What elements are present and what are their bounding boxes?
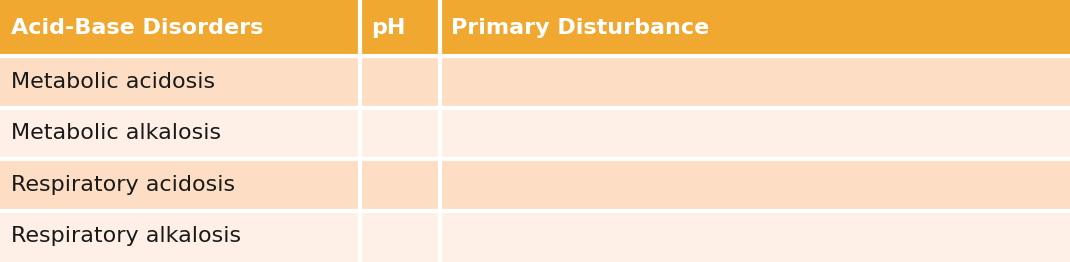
Text: Metabolic alkalosis: Metabolic alkalosis [11, 123, 220, 144]
Bar [360, 211, 440, 262]
Bar [440, 56, 1070, 108]
Bar [440, 159, 1070, 211]
Bar [0, 211, 360, 262]
Bar [360, 56, 440, 108]
Text: Respiratory acidosis: Respiratory acidosis [11, 175, 234, 195]
Text: Respiratory alkalosis: Respiratory alkalosis [11, 226, 241, 246]
Text: pH: pH [370, 18, 406, 38]
Bar [0, 108, 360, 159]
Bar [0, 56, 360, 108]
Bar [360, 0, 440, 56]
Bar [440, 108, 1070, 159]
Bar [440, 211, 1070, 262]
Bar [440, 0, 1070, 56]
Text: Primary Disturbance: Primary Disturbance [450, 18, 709, 38]
Bar [360, 108, 440, 159]
Text: Metabolic acidosis: Metabolic acidosis [11, 72, 215, 92]
Text: Acid-Base Disorders: Acid-Base Disorders [11, 18, 263, 38]
Bar [360, 159, 440, 211]
Bar [0, 159, 360, 211]
Bar [0, 0, 360, 56]
